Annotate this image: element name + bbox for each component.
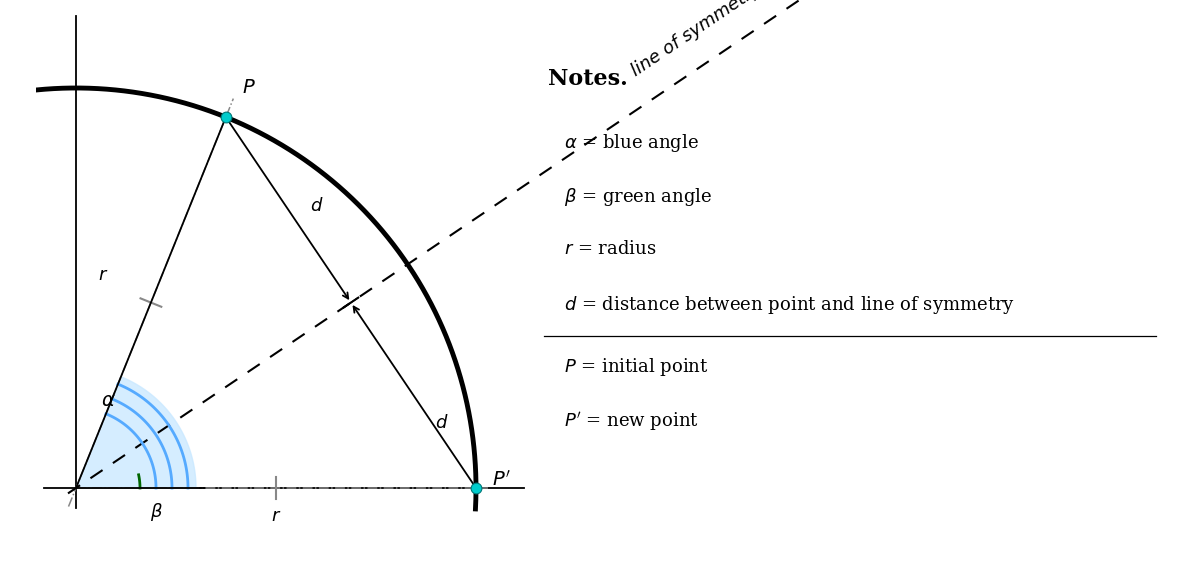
Text: $r$ = radius: $r$ = radius xyxy=(564,240,656,258)
Text: $\alpha$: $\alpha$ xyxy=(101,391,115,410)
Text: $r$: $r$ xyxy=(97,266,108,283)
Text: $\beta$ = green angle: $\beta$ = green angle xyxy=(564,186,712,208)
Text: line of symmetry: line of symmetry xyxy=(628,0,764,80)
Text: $r$: $r$ xyxy=(271,507,281,525)
Text: $d$: $d$ xyxy=(310,197,323,215)
Text: $P'$: $P'$ xyxy=(492,470,511,490)
Text: $P$: $P$ xyxy=(242,78,256,97)
Text: $\beta$: $\beta$ xyxy=(150,501,162,523)
Polygon shape xyxy=(76,377,196,488)
Text: $P'$ = new point: $P'$ = new point xyxy=(564,410,698,433)
Point xyxy=(216,112,235,122)
Text: $\alpha$ = blue angle: $\alpha$ = blue angle xyxy=(564,132,698,154)
Text: Notes.: Notes. xyxy=(548,68,628,90)
Text: $P$ = initial point: $P$ = initial point xyxy=(564,356,708,378)
Point xyxy=(467,483,486,492)
Text: $d$ = distance between point and line of symmetry: $d$ = distance between point and line of… xyxy=(564,294,1015,316)
Text: $d$: $d$ xyxy=(434,414,449,432)
